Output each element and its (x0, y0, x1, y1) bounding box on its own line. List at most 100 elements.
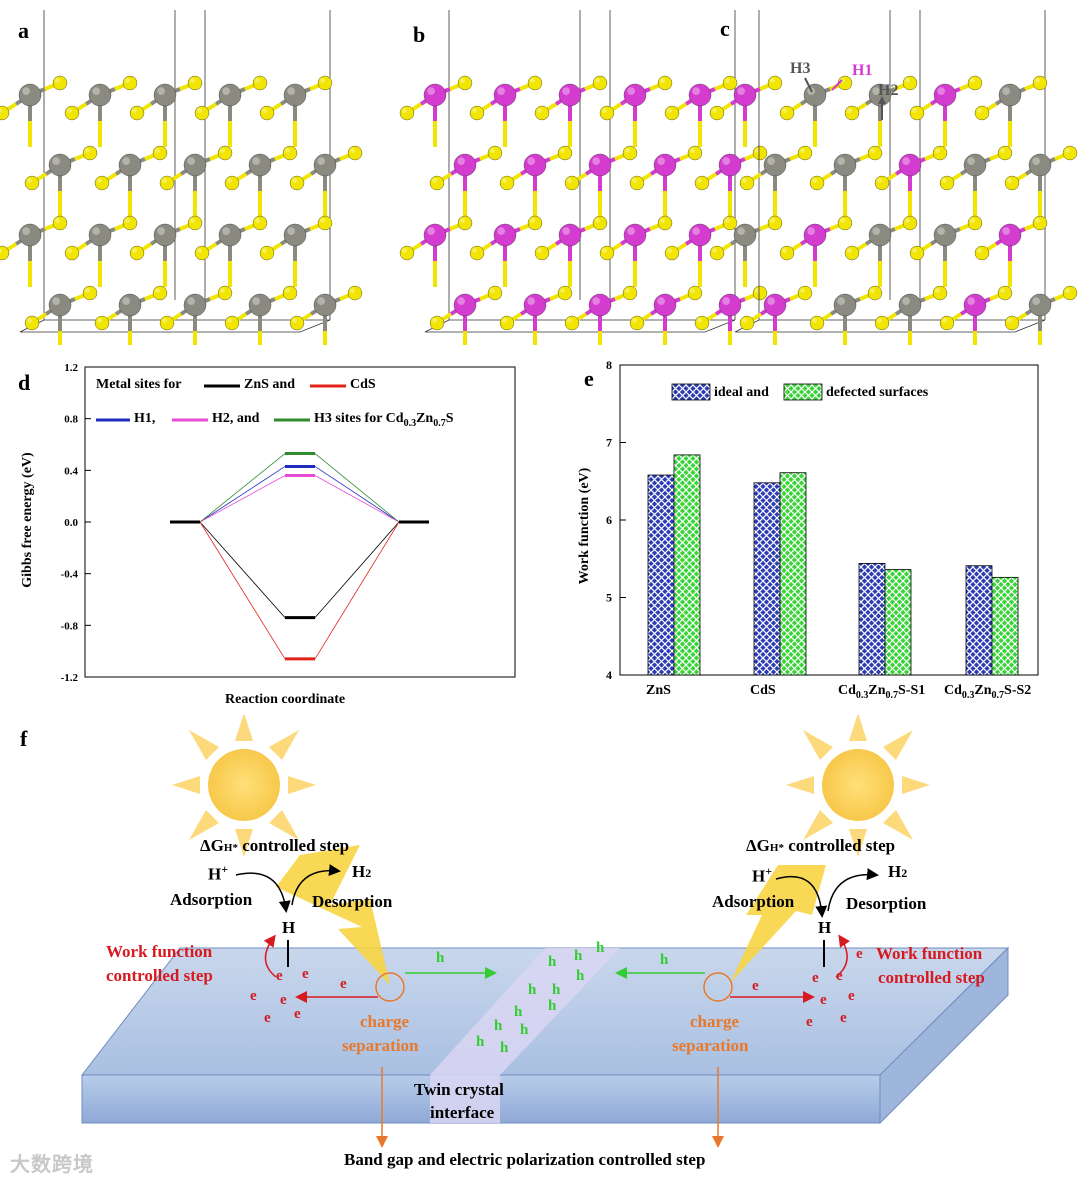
sulfur-atom (499, 315, 515, 331)
chart-d-ytick-label: -0.8 (61, 620, 79, 632)
sulfur-atom-highlight (905, 218, 910, 223)
panel-label-e: e (584, 366, 594, 391)
site-labels (804, 77, 886, 120)
cadmium-atom (588, 153, 612, 177)
sulfur-atom-highlight (667, 108, 672, 114)
sulfur-atom (122, 215, 138, 231)
sulfur-atom (527, 215, 543, 231)
hole: h (528, 982, 537, 998)
cadmium-atom-highlight (1002, 227, 1011, 235)
zinc-atom-highlight (837, 297, 846, 305)
sulfur-atom (259, 245, 275, 261)
sulfur-atom (1032, 215, 1048, 231)
sulfur-atom-highlight (27, 178, 32, 183)
sulfur-atom-highlight (255, 218, 260, 223)
sulfur-atom-highlight (870, 148, 875, 153)
sulfur-atom-highlight (847, 248, 852, 253)
sulfur-atom-highlight (697, 318, 702, 323)
chart-e-xtick-1: CdS (750, 683, 776, 698)
sulfur-atom-highlight (690, 148, 695, 153)
sulfur-atom (82, 285, 98, 301)
zinc-atom (183, 153, 207, 177)
slab-side (879, 946, 1009, 1125)
zinc-atom (963, 153, 987, 177)
sulfur-atom-highlight (877, 318, 882, 323)
crystal-structures (0, 10, 1078, 345)
hole: h (548, 998, 557, 1014)
sulfur-atom (909, 105, 925, 121)
chart-d-ytick-label: 0.0 (64, 517, 78, 529)
zinc-atom (183, 293, 207, 317)
cadmium-atom (653, 153, 677, 177)
structure-c-cdznS (709, 10, 1078, 345)
unit-cell-base (19, 319, 331, 333)
cadmium-atom-highlight (562, 227, 571, 235)
cadmium-atom (558, 223, 582, 247)
cadmium-atom-highlight (657, 297, 666, 305)
sulfur-atom (844, 105, 860, 121)
chart-d-series (170, 452, 429, 661)
sulfur-atom-highlight (1065, 148, 1071, 153)
sulfur-atom-highlight (197, 108, 202, 114)
zinc-atom (313, 293, 337, 317)
sulfur-atom-highlight (560, 288, 565, 293)
hole: h (574, 948, 583, 964)
sulfur-atom-highlight (162, 318, 167, 323)
adsorption-left: Adsorption (170, 890, 253, 909)
zinc-atom (868, 223, 892, 247)
adsorption-right: Adsorption (712, 892, 795, 911)
zinc-atom (933, 223, 957, 247)
sulfur-atom-highlight (667, 248, 672, 253)
sulfur-atom-highlight (27, 318, 32, 323)
sulfur-atom-highlight (800, 148, 805, 153)
sulfur-atom-highlight (602, 248, 607, 253)
hole: h (436, 950, 445, 966)
zinc-atom-highlight (122, 157, 130, 165)
sulfur-atom (129, 245, 145, 261)
legend-d-zns: ZnS and (244, 377, 295, 392)
sulfur-atom (527, 75, 543, 91)
sulfur-atom (24, 175, 40, 191)
h2-left: H2 (352, 862, 372, 881)
sulfur-atom (739, 315, 755, 331)
sulfur-atom-highlight (725, 78, 730, 84)
sulfur-atom-highlight (490, 148, 495, 153)
h2-right: H2 (888, 862, 908, 881)
zinc-atom (283, 83, 307, 107)
zinc-atom-highlight (737, 227, 746, 235)
electron: e (340, 976, 347, 992)
sulfur-atom (534, 245, 550, 261)
sulfur-atom (1032, 75, 1048, 91)
sulfur-atom (0, 105, 10, 121)
cadmium-atom-highlight (767, 297, 776, 305)
sulfur-atom (902, 75, 918, 91)
bar-defected (673, 454, 701, 676)
sulfur-atom (122, 75, 138, 91)
adsorption-arrow (235, 872, 291, 913)
sulfur-atom-highlight (402, 248, 407, 253)
cadmium-atom-highlight (592, 297, 601, 305)
electron: e (836, 968, 843, 984)
twin-interface-plane (430, 948, 620, 1075)
sulfur-atom-highlight (67, 108, 73, 114)
sulfur-atom-highlight (1065, 288, 1071, 293)
sulfur-atom (399, 245, 415, 261)
adsorption-arrow (775, 875, 828, 918)
hole: h (576, 968, 585, 984)
charge-separation-circle (375, 972, 405, 1002)
sulfur-atom (932, 145, 948, 161)
sulfur-atom-highlight (840, 218, 845, 223)
sulfur-atom-highlight (725, 218, 730, 223)
sulfur-atom-highlight (912, 108, 917, 114)
hole: h (596, 940, 605, 956)
sulfur-atom (722, 215, 738, 231)
sulfur-atom (694, 315, 710, 331)
sulfur-atom (282, 285, 298, 301)
cadmium-atom (998, 223, 1022, 247)
hole: h (548, 954, 557, 970)
cadmium-atom-highlight (592, 157, 601, 165)
sulfur-atom (94, 315, 110, 331)
cadmium-atom (718, 153, 742, 177)
site-label-h1: H1 (852, 62, 873, 79)
bar-ideal (965, 565, 993, 676)
